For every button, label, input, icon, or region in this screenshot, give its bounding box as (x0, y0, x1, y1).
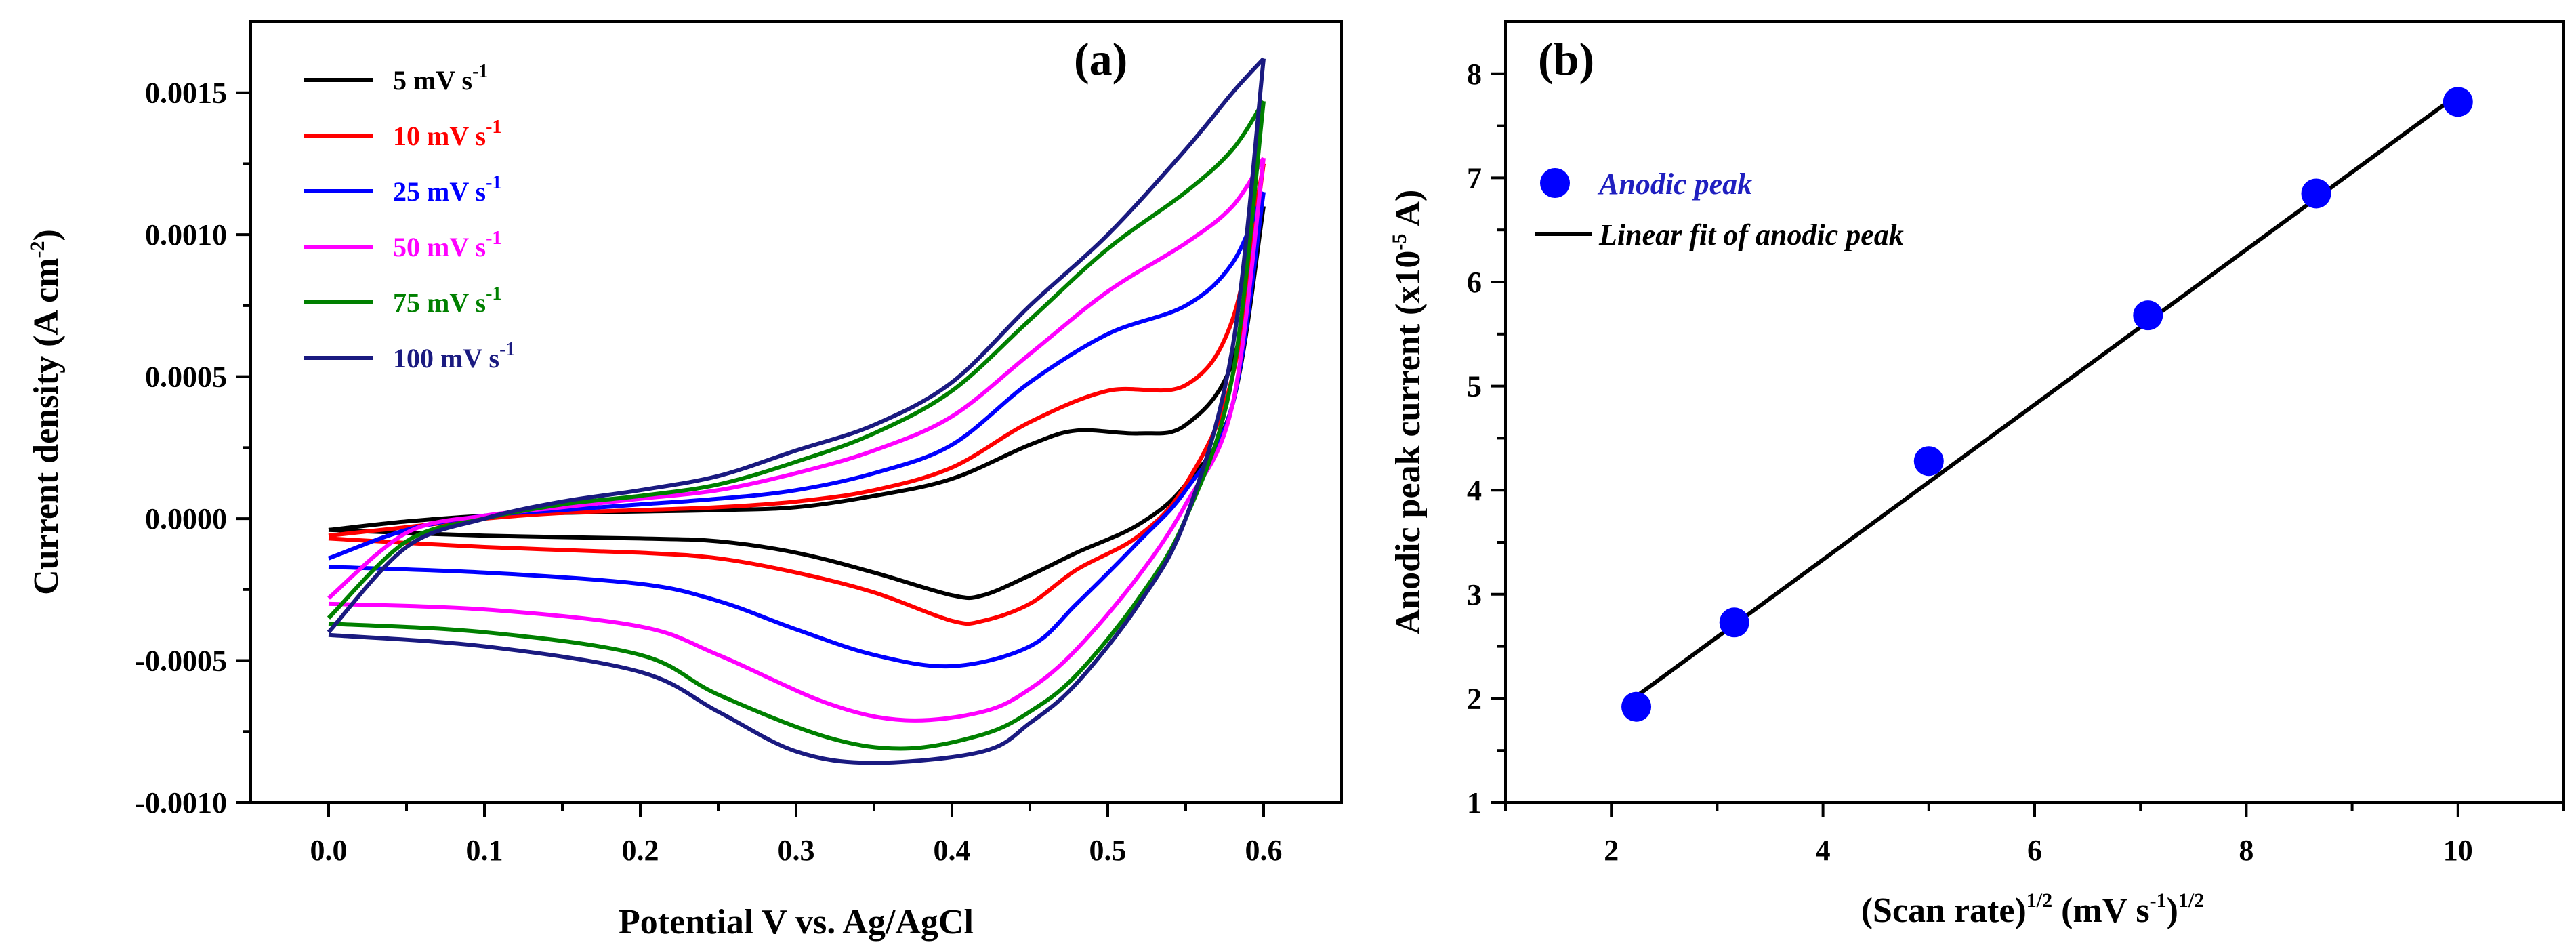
panel-b-y-tick-label: 4 (1467, 474, 1482, 507)
panel-b-y-axis-title-main: Anodic peak current (x10 (1389, 251, 1428, 635)
panel-a-y-tick-label: 0.0005 (145, 361, 227, 394)
panel-b-legend: Anodic peak Linear fit of anodic peak (1535, 167, 1904, 251)
panel-b-x-tick-label: 2 (1604, 834, 1619, 867)
panel-b-x-axis-title-sup1: 1/2 (2027, 889, 2052, 912)
panel-a-cyclic-voltammogram: 0.0 0.1 0.2 0.3 0.4 0.5 0.6 -0.0010 -0.0005 0.000… (26, 20, 1343, 942)
panel-b-legend-fit-label: Linear fit of anodic peak (1598, 218, 1904, 251)
panel-b-x-axis-title-main: (Scan rate) (1861, 891, 2027, 930)
panel-a-x-tick-label: 0.3 (778, 834, 815, 867)
panel-b-y-axis-title-sup: -5 (1388, 234, 1411, 251)
panel-a-x-tick-label: 0.0 (310, 834, 348, 867)
anodic-peak-point-1 (1719, 607, 1749, 638)
legend-label-sup: -1 (499, 339, 515, 360)
legend-label-sup: -1 (486, 172, 501, 193)
panel-a-x-axis-title: Potential V vs. Ag/AgCl (619, 903, 974, 942)
panel-b-y-axis-title: Anodic peak current (x10-5 A) (1388, 190, 1428, 635)
legend-label-1: 10 mV s-1 (393, 117, 501, 151)
panel-b-y-tick-label: 3 (1467, 578, 1482, 611)
panel-a-x-tick-label: 0.6 (1245, 834, 1283, 867)
panel-b-data-points (1621, 87, 2473, 722)
panel-a-y-tick-label: 0.0015 (145, 77, 227, 110)
legend-label-0: 5 mV s-1 (393, 61, 488, 96)
panel-a-y-tick-label: 0.0010 (145, 218, 227, 251)
panel-b-y-tick-label: 8 (1467, 58, 1482, 91)
panel-a-legend: 5 mV s-110 mV s-125 mV s-150 mV s-175 mV… (304, 61, 515, 373)
panel-b-x-axis-title-end: ) (2167, 891, 2178, 930)
panel-b-x-axis-title-sup2: -1 (2150, 889, 2167, 912)
anodic-peak-point-0 (1621, 691, 1652, 722)
legend-label-4: 75 mV s-1 (393, 283, 501, 318)
cv-curve-forward-3 (327, 157, 1266, 600)
panel-b-x-tick-label: 10 (2443, 834, 2473, 867)
panel-b-x-tick-label: 4 (1816, 834, 1831, 867)
cv-curve-reverse-5 (328, 58, 1266, 765)
cv-curve-reverse-4 (328, 100, 1266, 751)
cv-curve-forward-1 (328, 163, 1266, 538)
anodic-peak-point-3 (2133, 300, 2163, 331)
cv-curve-reverse-1 (328, 163, 1266, 626)
legend-label-sup: -1 (486, 228, 501, 249)
panel-a-y-axis-title-end: ) (27, 229, 66, 241)
panel-b-x-tick-label: 6 (2027, 834, 2042, 867)
panel-b-x-tick-label: 8 (2239, 834, 2253, 867)
legend-label-text: 5 mV s (393, 65, 472, 96)
panel-a-y-axis-title: Current density (A cm-2) (26, 229, 66, 595)
panel-a-y-axis-title-sup: -2 (26, 241, 49, 258)
legend-label-text: 25 mV s (393, 176, 486, 207)
panel-a-ticks: 0.0 0.1 0.2 0.3 0.4 0.5 0.6 -0.0010 -0.0005 0.000… (135, 77, 1282, 867)
panel-b-y-tick-label: 7 (1467, 161, 1482, 195)
panel-a-label: (a) (1074, 33, 1127, 85)
legend-label-sup: -1 (486, 283, 501, 304)
legend-label-2: 25 mV s-1 (393, 172, 501, 207)
panel-b-legend-points-label: Anodic peak (1597, 167, 1752, 201)
legend-label-text: 100 mV s (393, 343, 499, 373)
anodic-peak-point-4 (2301, 178, 2331, 209)
panel-b-x-axis-title-sup3: 1/2 (2178, 889, 2204, 912)
panel-a-y-axis-title-main: Current density (A cm (27, 258, 66, 595)
panel-a-x-tick-label: 0.1 (466, 834, 503, 867)
panel-a-x-tick-label: 0.2 (622, 834, 659, 867)
panel-b-legend-marker (1540, 168, 1570, 198)
legend-label-sup: -1 (486, 117, 501, 138)
legend-label-3: 50 mV s-1 (393, 228, 501, 262)
panel-b-y-axis-title-end: A) (1389, 190, 1428, 234)
legend-label-text: 75 mV s (393, 287, 486, 318)
panel-a-y-tick-label: 0.0000 (145, 502, 227, 535)
cv-curve-forward-5 (327, 57, 1266, 634)
panel-a-curves (327, 57, 1266, 765)
panel-b-x-axis-title-mid: (mV s (2052, 891, 2149, 930)
panel-b-y-tick-label: 1 (1467, 786, 1482, 820)
panel-b-y-tick-label: 6 (1467, 266, 1482, 299)
panel-a-y-tick-label: -0.0005 (135, 645, 227, 678)
panel-a-x-tick-label: 0.4 (934, 834, 971, 867)
anodic-peak-point-2 (1913, 446, 1944, 477)
panel-a-x-tick-label: 0.5 (1089, 834, 1127, 867)
panel-b-y-tick-label: 2 (1467, 682, 1482, 715)
legend-label-5: 100 mV s-1 (393, 339, 515, 373)
legend-label-text: 50 mV s (393, 232, 486, 262)
cv-curve-reverse-0 (328, 205, 1266, 601)
anodic-peak-point-5 (2443, 87, 2473, 117)
panel-b-label: (b) (1538, 33, 1594, 85)
legend-label-text: 10 mV s (393, 121, 486, 151)
legend-label-sup: -1 (472, 61, 488, 82)
panel-a-y-tick-label: -0.0010 (135, 786, 227, 820)
panel-b-x-axis-title: (Scan rate)1/2 (mV s-1)1/2 (1861, 889, 2205, 930)
panel-b-y-tick-label: 5 (1467, 370, 1482, 403)
